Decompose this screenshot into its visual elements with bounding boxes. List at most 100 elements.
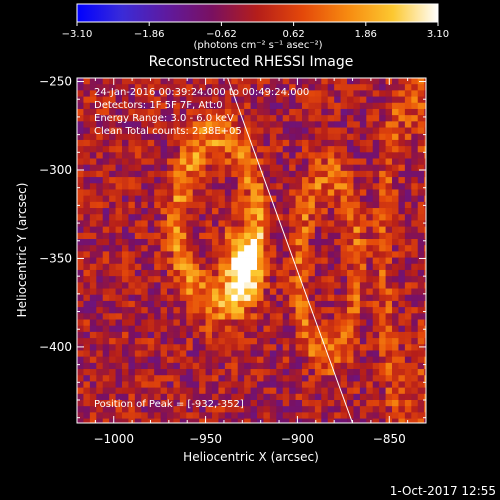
heatmap-cell (327, 78, 335, 85)
heatmap-cell (160, 220, 168, 228)
heatmap-cell (366, 375, 374, 382)
heatmap-cell (122, 350, 129, 358)
heatmap-cell (128, 189, 136, 197)
heatmap-cell (179, 257, 187, 265)
heatmap-cell (179, 84, 187, 91)
heatmap-cell (224, 201, 232, 209)
heatmap-cell (302, 127, 309, 135)
heatmap-cell (109, 152, 116, 159)
heatmap-cell (122, 232, 129, 240)
heatmap-cell (321, 412, 329, 419)
heatmap-cell (379, 220, 386, 228)
heatmap-cell (147, 177, 155, 184)
heatmap-cell (212, 208, 219, 215)
heatmap-cell (321, 276, 329, 283)
heatmap-cell (102, 251, 110, 258)
heatmap-cell (89, 369, 97, 376)
heatmap-cell (250, 102, 258, 110)
heatmap-cell (321, 183, 329, 190)
heatmap-cell (141, 108, 149, 116)
heatmap-cell (372, 251, 380, 258)
heatmap-cell (417, 96, 425, 104)
heatmap-cell (289, 381, 296, 389)
heatmap-cell (179, 369, 187, 376)
heatmap-cell (327, 139, 335, 147)
heatmap-cell (244, 96, 251, 104)
heatmap-cell (334, 214, 341, 221)
heatmap-cell (302, 78, 309, 85)
heatmap-cell (102, 195, 110, 203)
heatmap-cell (417, 375, 425, 382)
heatmap-cell (289, 412, 296, 419)
heatmap-cell (250, 164, 258, 172)
heatmap-cell (372, 400, 380, 407)
heatmap-cell (282, 294, 290, 302)
heatmap-cell (89, 319, 97, 327)
heatmap-cell (147, 133, 155, 141)
heatmap-cell (96, 276, 104, 283)
heatmap-cell (385, 115, 393, 122)
heatmap-cell (289, 239, 296, 246)
heatmap-cell (321, 158, 329, 166)
heatmap-cell (392, 294, 399, 302)
heatmap-cell (257, 350, 264, 358)
heatmap-cell (134, 319, 142, 327)
heatmap-cell (308, 220, 316, 228)
heatmap-cell (295, 84, 303, 91)
heatmap-cell (89, 127, 97, 135)
heatmap-cell (96, 158, 104, 166)
heatmap-cell (411, 96, 419, 104)
heatmap-cell (404, 412, 412, 419)
heatmap-cell (257, 251, 264, 258)
heatmap-cell (366, 400, 374, 407)
heatmap-cell (366, 220, 374, 228)
heatmap-cell (250, 276, 258, 283)
heatmap-cell (263, 307, 271, 314)
heatmap-cell (347, 121, 354, 128)
heatmap-cell (244, 84, 251, 91)
heatmap-cell (424, 418, 426, 423)
heatmap-cell (276, 183, 284, 190)
heatmap-cell (314, 338, 322, 345)
heatmap-cell (353, 356, 361, 364)
heatmap-cell (289, 257, 296, 265)
heatmap-cell (308, 195, 316, 203)
heatmap-cell (398, 381, 406, 389)
heatmap-cell (302, 239, 309, 246)
heatmap-cell (269, 300, 277, 308)
heatmap-cell (366, 226, 374, 234)
heatmap-cell (398, 96, 406, 104)
heatmap-cell (212, 251, 219, 258)
heatmap-cell (366, 152, 374, 159)
heatmap-cell (282, 288, 290, 296)
heatmap-cell (250, 133, 258, 141)
heatmap-cell (179, 387, 187, 395)
heatmap-cell (276, 195, 284, 203)
heatmap-cell (276, 356, 284, 364)
heatmap-cell (160, 393, 168, 401)
heatmap-cell (417, 127, 425, 135)
heatmap-cell (134, 412, 142, 419)
heatmap-cell (424, 344, 426, 351)
heatmap-cell (379, 139, 386, 147)
heatmap-cell (379, 406, 386, 413)
heatmap-cell (347, 96, 354, 104)
heatmap-cell (224, 127, 232, 135)
heatmap-cell (96, 331, 104, 339)
heatmap-cell (269, 294, 277, 302)
heatmap-cell (385, 412, 393, 419)
heatmap-cell (141, 350, 149, 358)
heatmap-cell (89, 400, 97, 407)
heatmap-cell (411, 220, 419, 228)
heatmap-cell (167, 133, 174, 141)
heatmap-cell (96, 325, 104, 333)
heatmap-cell (257, 288, 264, 296)
heatmap-cell (128, 331, 136, 339)
heatmap-cell (205, 418, 213, 423)
heatmap-cell (147, 356, 155, 364)
heatmap-cell (379, 282, 386, 289)
heatmap-cell (321, 108, 329, 116)
heatmap-cell (308, 319, 316, 327)
heatmap-cell (173, 251, 181, 258)
heatmap-cell (205, 350, 213, 358)
